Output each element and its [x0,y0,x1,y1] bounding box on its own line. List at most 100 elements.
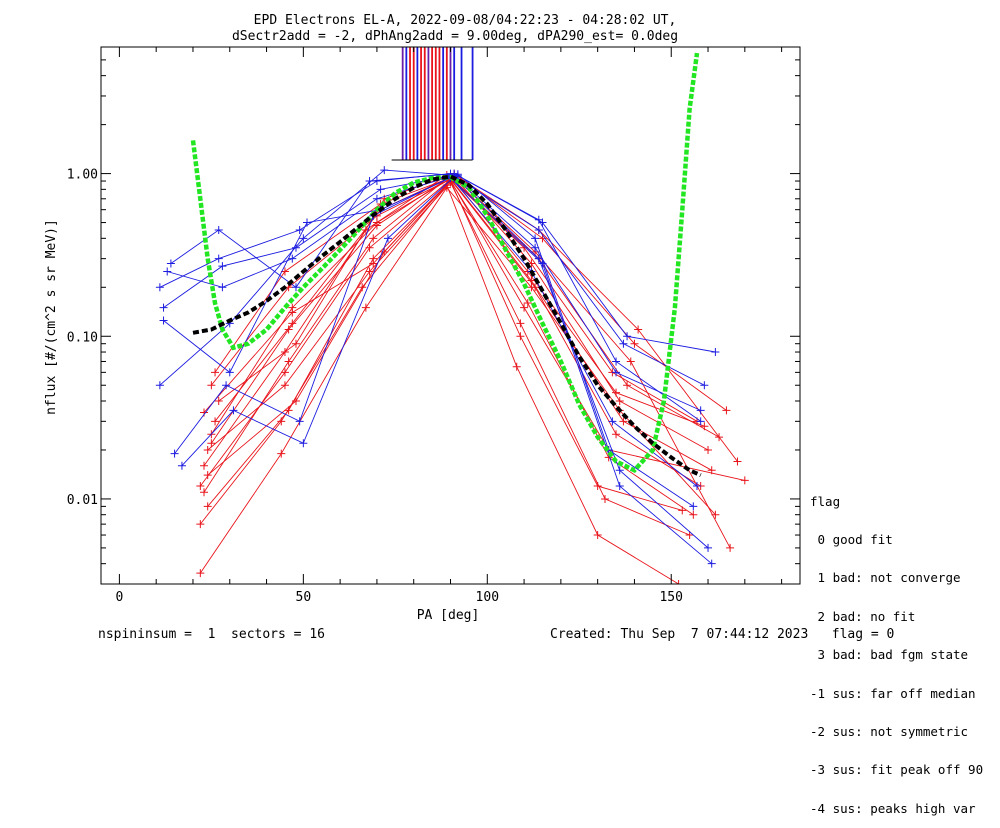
chart: EPD Electrons EL-A, 2022-09-08/04:22:23 … [44,13,801,623]
blue-series-point [700,381,709,390]
legend-item: -4 sus: peaks high var [810,800,976,816]
red-series-point [704,445,713,454]
red-series-point [277,449,286,458]
red-series-point [196,482,205,491]
blue-series-point [295,226,304,235]
legend-item: -1 sus: far off median [810,685,976,701]
blue-series-line [170,173,701,422]
legend-item: -2 sus: not symmetric [810,723,969,739]
red-series-point [284,325,293,334]
x-tick-label: 100 [476,590,499,605]
red-series-point [523,299,532,308]
blue-series-point [299,439,308,448]
blue-series-point [711,348,720,357]
blue-series-point [155,381,164,390]
blue-series-point [299,234,308,243]
red-series-point [288,308,297,317]
legend-item: 2 bad: no fit [810,608,916,624]
legend-item: 3 bad: bad fgm state [810,647,969,663]
red-series-point [722,406,731,415]
x-tick-label: 0 [115,590,123,605]
red-series-point [207,381,216,390]
red-series-point [612,430,621,439]
blue-series-point [615,482,624,491]
chart-subtitle: dSectr2add = -2, dPhAng2add = 9.00deg, d… [232,29,678,44]
red-series-point [593,531,602,540]
blue-series-line [181,175,709,549]
blue-series-point [707,559,716,568]
red-series-point [685,531,694,540]
blue-series-point [531,243,540,252]
red-series-point [203,502,212,511]
red-series-point [280,368,289,377]
blue-series-point [303,218,312,227]
blue-series-point [608,417,617,426]
y-tick-label: 0.10 [67,330,98,345]
red-series-point [740,476,749,485]
blue-series-point [170,449,179,458]
blue-series-point [214,226,223,235]
blue-series-point [288,254,297,263]
red-series-point [593,482,602,491]
blue-series-point [689,502,698,511]
red-series-point [372,221,381,230]
red-series-point [626,357,635,366]
legend-item: 1 bad: not converge [810,570,961,586]
red-series-point [726,543,735,552]
blue-series-point [372,194,381,203]
blue-series-point [623,332,632,341]
blue-series-point [218,262,227,271]
blue-series-point [615,466,624,475]
red-series-point [207,439,216,448]
flag-legend: flag 0 good fit 1 bad: not converge 2 ba… [810,470,983,828]
footer-right: Created: Thu Sep 7 07:44:12 2023 flag = … [550,627,895,642]
red-series-point [203,445,212,454]
red-series-point [196,569,205,578]
red-series-point [291,396,300,405]
red-series-line [199,184,679,584]
green-fit-curve [190,52,700,474]
red-series-point [280,381,289,390]
red-series-point [512,362,521,371]
blue-series-point [159,316,168,325]
red-series-point [214,396,223,405]
red-series-point [277,417,286,426]
blue-series-point [619,339,628,348]
blue-series-point [612,357,621,366]
blue-series-point [166,259,175,268]
blue-series-point [295,417,304,426]
red-series-point [203,471,212,480]
blue-series-point [380,166,389,175]
blue-series-point [365,177,374,186]
red-series-point [361,303,370,312]
red-series-point [612,388,621,397]
red-series-point [733,457,742,466]
blue-series-point [692,482,701,491]
blue-series-point [376,185,385,194]
blue-series-point [159,303,168,312]
red-series-point [634,325,643,334]
chart-title: EPD Electrons EL-A, 2022-09-08/04:22:23 … [254,13,677,28]
blue-series-point [177,461,186,470]
blue-series-point [534,215,543,224]
red-series-point [630,339,639,348]
red-series-point [615,396,624,405]
blue-series-line [159,169,716,386]
red-series-point [700,422,709,431]
y-tick-label: 1.00 [67,168,98,183]
red-series-point [516,332,525,341]
blue-series-point [163,267,172,276]
x-tick-label: 150 [659,590,682,605]
red-series-point [284,357,293,366]
red-series-point [527,283,536,292]
red-series-line [218,173,727,411]
blue-series-point [291,283,300,292]
footer-left: nspininsum = 1 sectors = 16 [98,627,325,642]
red-series-point [291,339,300,348]
red-series-point [200,461,209,470]
red-series-point [288,319,297,328]
blue-series-point [534,226,543,235]
blue-series-point [214,254,223,263]
blue-series-point [531,234,540,243]
blue-series-point [696,417,705,426]
